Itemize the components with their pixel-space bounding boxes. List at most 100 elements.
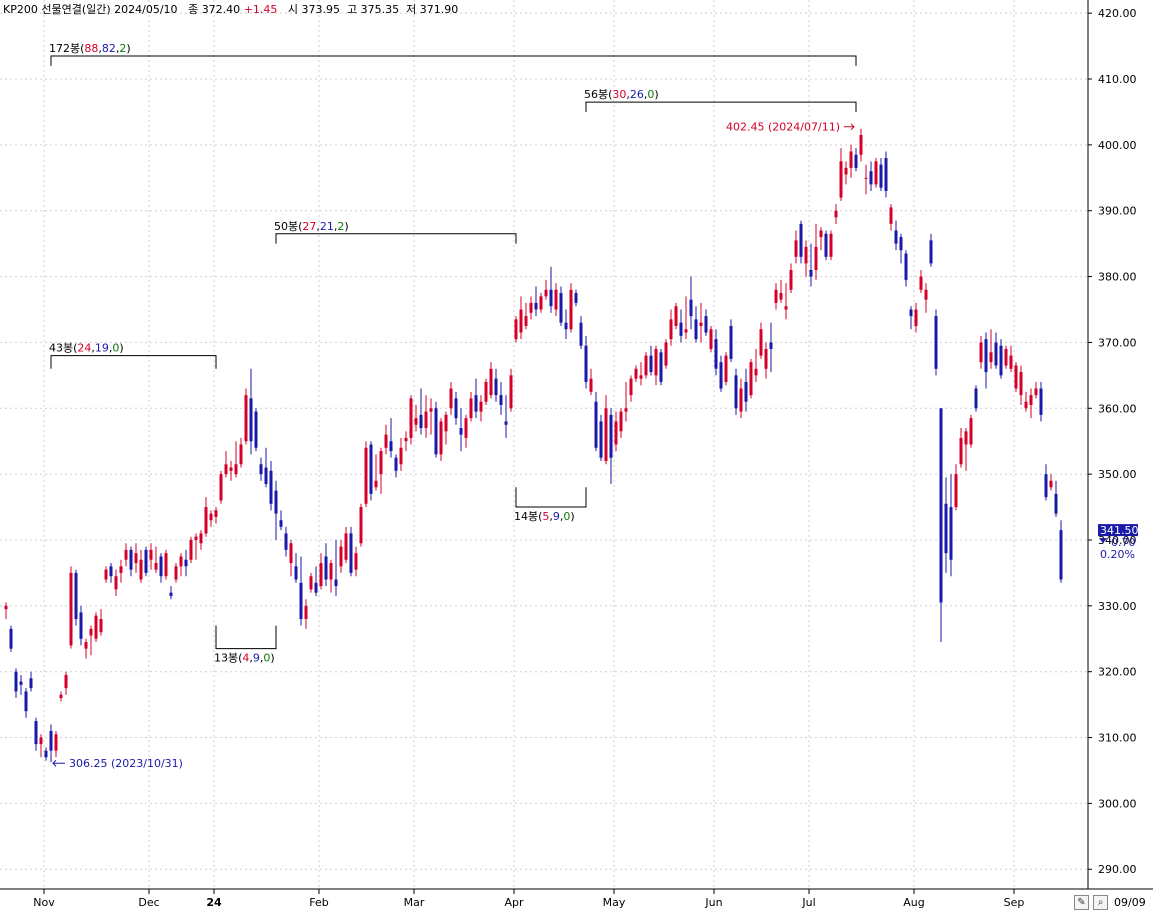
bar-count-part: 19: [95, 342, 109, 355]
y-tick-label: 330.00: [1098, 600, 1137, 613]
candle-body: [649, 355, 653, 373]
candle-body: [234, 464, 238, 475]
candle-body: [344, 533, 348, 560]
candle-body: [989, 352, 993, 363]
candle-body: [829, 233, 833, 257]
candle-body: [139, 559, 143, 580]
candle-body: [1009, 355, 1013, 369]
candle-body: [814, 246, 818, 270]
candle-body: [354, 553, 358, 570]
pencil-icon[interactable]: ✎: [1074, 895, 1089, 910]
candle-body: [1049, 480, 1053, 488]
y-tick-label: 320.00: [1098, 666, 1137, 679]
y-tick-label: 300.00: [1098, 797, 1137, 810]
candle-body: [364, 447, 368, 504]
candle-body: [864, 177, 868, 179]
candle-body: [834, 210, 838, 218]
bar-count-part: 4: [242, 652, 249, 665]
y-tick-label: 360.00: [1098, 402, 1137, 415]
x-tick-label: Jul: [801, 896, 815, 909]
bar-count-part: 14봉(: [514, 510, 542, 523]
candle-body: [169, 592, 173, 596]
candle-body: [654, 349, 658, 376]
candle-body: [459, 428, 463, 435]
candle-body: [679, 322, 683, 336]
candle-body: [564, 322, 568, 330]
candle-body: [759, 329, 763, 356]
candle-body: [614, 421, 618, 445]
bar-count-part: 2: [119, 42, 126, 55]
candle-body: [204, 507, 208, 534]
candle-body: [29, 678, 33, 689]
candle-body: [909, 309, 913, 317]
bar-count-part: 43봉(: [49, 342, 77, 355]
low-marker-label: 306.25 (2023/10/31): [69, 757, 183, 770]
candle-body: [1059, 530, 1063, 580]
candle-body: [269, 470, 273, 504]
candle-body: [1039, 388, 1043, 415]
candle-body: [919, 276, 923, 290]
bar-count-bracket: [515, 487, 587, 508]
candle-body: [524, 316, 528, 326]
candle-body: [869, 171, 873, 185]
candle-body: [554, 289, 558, 310]
candle-body: [469, 398, 473, 419]
candle-body: [439, 421, 443, 455]
candle-body: [34, 721, 38, 745]
magnifier-icon[interactable]: ⌕: [1093, 895, 1108, 910]
bar-count-part: 0: [563, 510, 570, 523]
candle-body: [714, 339, 718, 369]
candle-body: [464, 418, 468, 438]
candle-body: [719, 362, 723, 389]
candle-body: [659, 352, 663, 382]
candle-body: [489, 368, 493, 396]
x-tick-label: Dec: [138, 896, 159, 909]
candle-body: [899, 237, 903, 251]
candle-body: [949, 507, 953, 560]
candle-body: [24, 691, 28, 712]
close-label: 종: [188, 3, 199, 16]
candle-body: [209, 513, 213, 521]
candle-body: [689, 299, 693, 317]
bar-count-part: ,: [549, 510, 553, 523]
candle-body: [924, 289, 928, 300]
candle-body: [769, 342, 773, 350]
bar-count-part: ,: [560, 510, 564, 523]
candle-body: [329, 563, 333, 580]
candle-body: [359, 507, 363, 544]
candle-body: [1014, 365, 1018, 389]
low-value: 371.90: [419, 3, 459, 16]
bar-count-part: 30: [612, 88, 626, 101]
candle-body: [894, 230, 898, 244]
candle-body: [264, 467, 268, 485]
candle-body: [664, 342, 668, 366]
candle-body: [889, 207, 893, 224]
y-tick-label: 380.00: [1098, 271, 1137, 284]
bar-count-bracket: [50, 55, 857, 66]
candle-body: [549, 289, 553, 307]
candle-body: [994, 342, 998, 366]
candle-body: [844, 167, 848, 175]
candle-body: [239, 444, 243, 465]
bar-count-label: 56봉(30,26,0): [584, 88, 659, 101]
candle-body: [499, 395, 503, 405]
candle-body: [969, 418, 973, 445]
candle-body: [859, 134, 863, 155]
y-tick-label: 420.00: [1098, 7, 1137, 20]
candle-body: [79, 612, 83, 639]
candle-body: [129, 549, 133, 570]
low-marker-arrowhead: [52, 759, 57, 767]
candle-body: [484, 381, 488, 402]
candle-body: [199, 533, 203, 544]
y-tick-label: 390.00: [1098, 205, 1137, 218]
open-label: 시: [287, 3, 299, 16]
candle-body: [289, 543, 293, 564]
bar-count-bracket: [215, 625, 277, 650]
bar-count-label: 14봉(5,9,0): [514, 510, 575, 523]
candle-body: [784, 306, 788, 310]
close-value: 372.40: [201, 3, 241, 16]
candle-body: [119, 566, 123, 573]
y-tick-label: 370.00: [1098, 336, 1137, 349]
